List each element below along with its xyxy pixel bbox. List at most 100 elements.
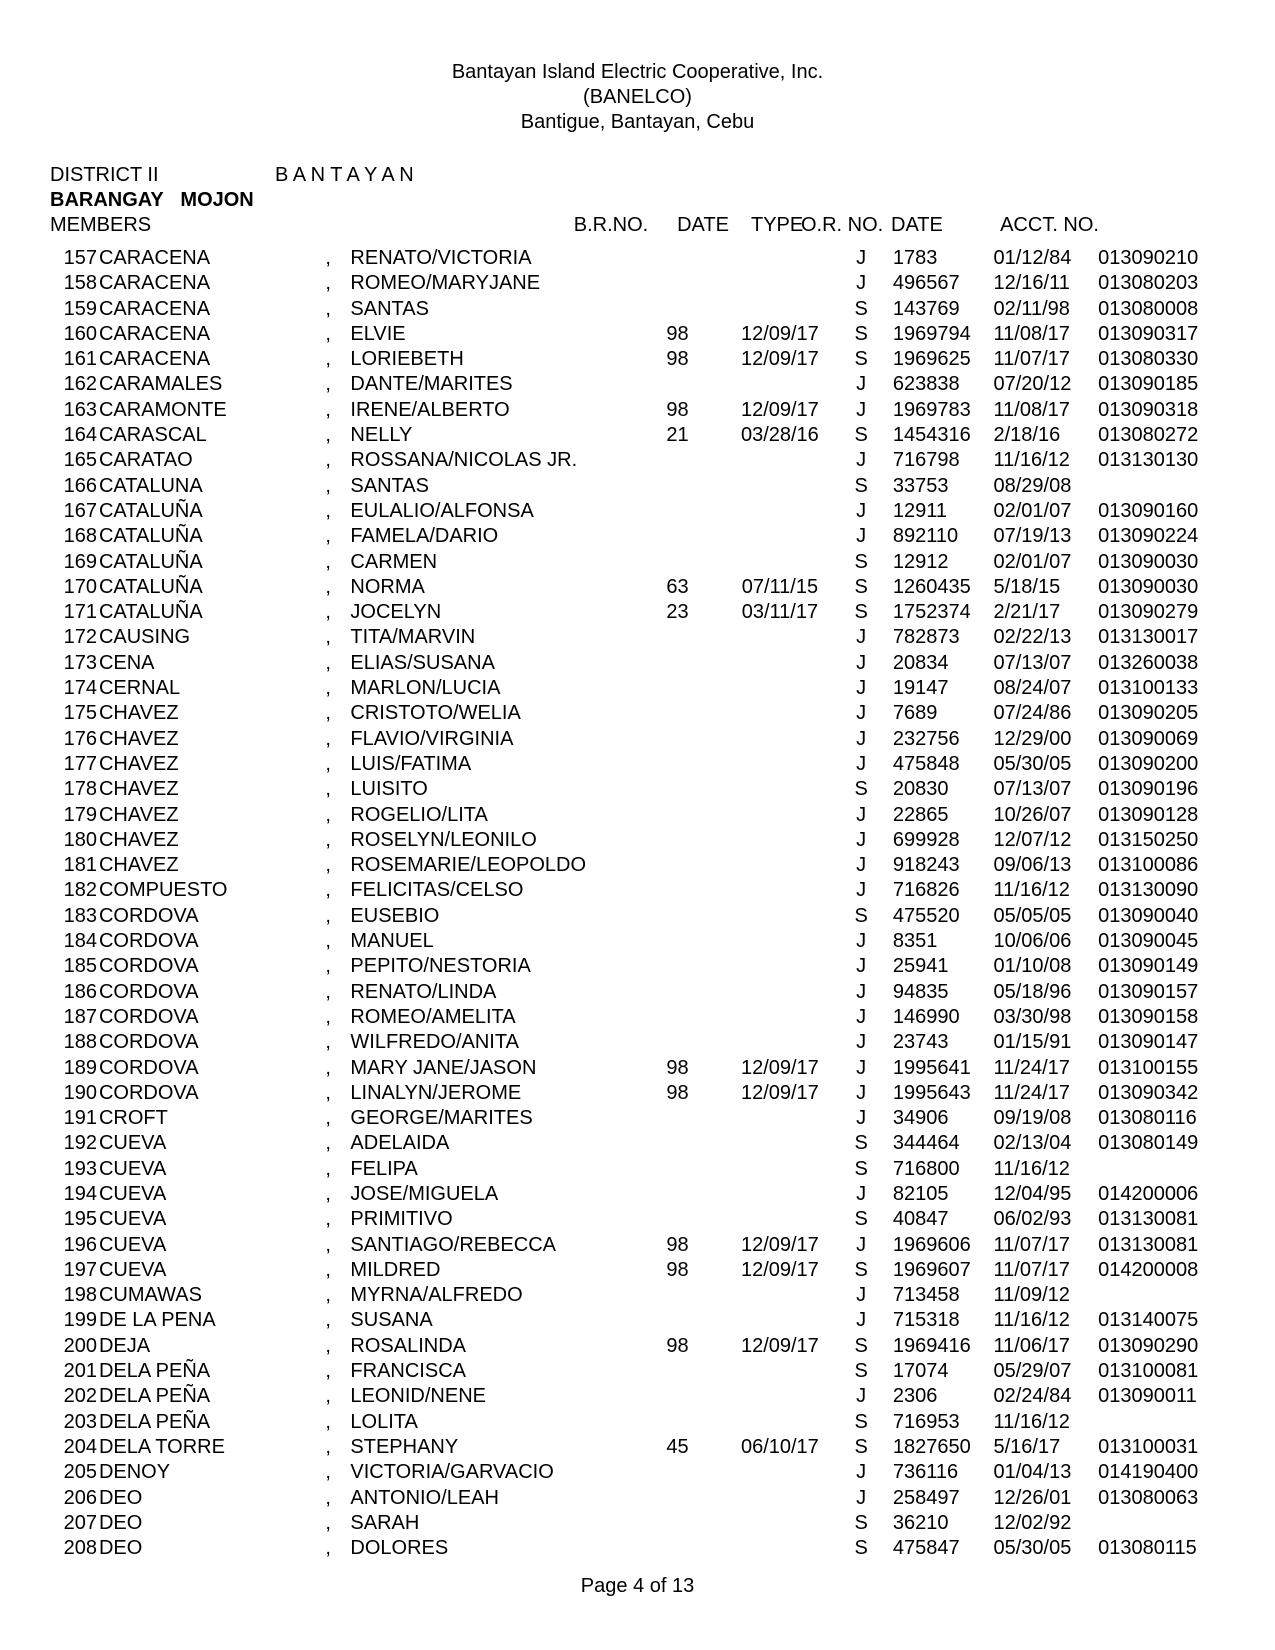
row-brno <box>629 1384 727 1409</box>
row-ordate: 2/18/16 <box>994 423 1099 448</box>
row-comma: , <box>306 246 351 271</box>
table-row: 202DELA PEÑA,LEONID/NENEJ230602/24/84013… <box>50 1384 1225 1409</box>
district-value: B A N T A Y A N <box>275 163 414 188</box>
row-first: ROSSANA/NICOLAS JR. <box>350 448 628 473</box>
members-table: 157CARACENA,RENATO/VICTORIAJ178301/12/84… <box>50 246 1225 1561</box>
row-comma: , <box>306 1486 351 1511</box>
row-ordate: 02/22/13 <box>994 625 1099 650</box>
row-date: 03/11/17 <box>726 600 833 625</box>
row-orno: 36210 <box>889 1511 994 1536</box>
row-acct: 013090196 <box>1098 777 1225 802</box>
row-comma: , <box>306 828 351 853</box>
row-orno: 1969416 <box>889 1334 994 1359</box>
row-first: FLAVIO/VIRGINIA <box>350 727 628 752</box>
row-orno: 12912 <box>889 550 994 575</box>
row-last: CARAMALES <box>99 372 306 397</box>
row-type: S <box>833 1511 889 1536</box>
row-first: MARY JANE/JASON <box>350 1056 628 1081</box>
row-comma: , <box>306 929 351 954</box>
row-first: MANUEL <box>350 929 628 954</box>
row-brno <box>629 1308 727 1333</box>
row-num: 185 <box>50 954 99 979</box>
row-first: MILDRED <box>350 1258 628 1283</box>
col-ordate: DATE <box>891 213 985 238</box>
row-orno: 1969607 <box>889 1258 994 1283</box>
row-type: J <box>833 1056 889 1081</box>
row-num: 199 <box>50 1308 99 1333</box>
row-date <box>726 271 833 296</box>
row-ordate: 09/06/13 <box>994 853 1099 878</box>
row-first: SANTAS <box>350 474 628 499</box>
row-brno <box>629 550 727 575</box>
row-ordate: 07/13/07 <box>994 651 1099 676</box>
table-row: 185CORDOVA,PEPITO/NESTORIAJ2594101/10/08… <box>50 954 1225 979</box>
row-orno: 146990 <box>889 1005 994 1030</box>
row-orno: 782873 <box>889 625 994 650</box>
row-comma: , <box>306 727 351 752</box>
table-row: 205DENOY,VICTORIA/GARVACIOJ73611601/04/1… <box>50 1460 1225 1485</box>
row-first: EULALIO/ALFONSA <box>350 499 628 524</box>
row-comma: , <box>306 423 351 448</box>
row-type: J <box>833 929 889 954</box>
row-orno: 716800 <box>889 1157 994 1182</box>
row-comma: , <box>306 1106 351 1131</box>
row-brno <box>629 1283 727 1308</box>
row-ordate: 05/29/07 <box>994 1359 1099 1384</box>
row-num: 198 <box>50 1283 99 1308</box>
row-last: CORDOVA <box>99 1081 306 1106</box>
row-date <box>726 904 833 929</box>
row-acct <box>1098 1511 1225 1536</box>
row-brno <box>629 1182 727 1207</box>
row-date <box>726 929 833 954</box>
row-last: CATALUÑA <box>99 575 306 600</box>
row-first: NELLY <box>350 423 628 448</box>
row-orno: 1969783 <box>889 398 994 423</box>
row-type: J <box>833 1283 889 1308</box>
row-date <box>726 1182 833 1207</box>
row-num: 181 <box>50 853 99 878</box>
row-first: LUISITO <box>350 777 628 802</box>
row-orno: 23743 <box>889 1030 994 1055</box>
row-last: CORDOVA <box>99 929 306 954</box>
row-num: 193 <box>50 1157 99 1182</box>
row-num: 203 <box>50 1410 99 1435</box>
row-date <box>726 701 833 726</box>
row-comma: , <box>306 575 351 600</box>
row-orno: 20830 <box>889 777 994 802</box>
row-num: 160 <box>50 322 99 347</box>
row-acct: 013090147 <box>1098 1030 1225 1055</box>
row-num: 202 <box>50 1384 99 1409</box>
col-type: TYPE <box>751 213 801 238</box>
table-row: 208DEO,DOLORESS47584705/30/05013080115 <box>50 1536 1225 1561</box>
row-orno: 1752374 <box>889 600 994 625</box>
row-acct: 013080203 <box>1098 271 1225 296</box>
row-ordate: 07/20/12 <box>994 372 1099 397</box>
row-brno <box>629 828 727 853</box>
row-comma: , <box>306 1005 351 1030</box>
row-acct: 013080063 <box>1098 1486 1225 1511</box>
row-orno: 1969606 <box>889 1233 994 1258</box>
row-ordate: 2/21/17 <box>994 600 1099 625</box>
row-last: CUEVA <box>99 1157 306 1182</box>
row-last: CORDOVA <box>99 904 306 929</box>
table-row: 174CERNAL,MARLON/LUCIAJ1914708/24/070131… <box>50 676 1225 701</box>
row-type: J <box>833 1182 889 1207</box>
row-acct: 013080008 <box>1098 297 1225 322</box>
row-date <box>726 372 833 397</box>
table-row: 189CORDOVA,MARY JANE/JASON9812/09/17J199… <box>50 1056 1225 1081</box>
row-comma: , <box>306 1536 351 1561</box>
row-type: J <box>833 1081 889 1106</box>
row-date <box>726 1486 833 1511</box>
row-orno: 475520 <box>889 904 994 929</box>
row-comma: , <box>306 980 351 1005</box>
row-last: CARAMONTE <box>99 398 306 423</box>
row-last: CUEVA <box>99 1258 306 1283</box>
row-acct: 013090045 <box>1098 929 1225 954</box>
row-comma: , <box>306 1056 351 1081</box>
col-orno: O.R. NO. <box>801 213 891 238</box>
row-last: CHAVEZ <box>99 853 306 878</box>
row-ordate: 07/13/07 <box>994 777 1099 802</box>
row-num: 184 <box>50 929 99 954</box>
row-num: 161 <box>50 347 99 372</box>
row-brno <box>629 297 727 322</box>
